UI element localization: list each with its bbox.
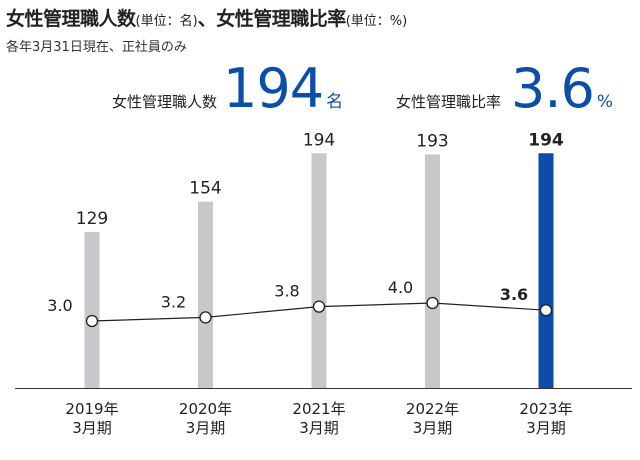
bar-value-label-4: 194 [528, 130, 564, 150]
kpi-ratio-unit: % [596, 92, 614, 112]
kpi-ratio-label: 女性管理職比率 [396, 93, 502, 111]
x-tick-label-2-1: 3月期 [299, 419, 339, 437]
ratio-point-1 [199, 311, 212, 324]
title-ratio-unit: (単位：%) [345, 14, 408, 29]
x-tick-label-0-0: 2019年 [65, 400, 118, 418]
chart-subtitle: 各年3月31日現在、正社員のみ [6, 40, 187, 55]
x-tick-label-4-1: 3月期 [526, 419, 566, 437]
kpi-count: 女性管理職人数 194 名 [112, 62, 343, 116]
bar-1 [198, 201, 213, 388]
ratio-point-0 [85, 314, 99, 328]
bar-4 [538, 153, 554, 388]
bar-value-label-0: 129 [76, 209, 108, 229]
ratio-value-label-4: 3.6 [500, 285, 528, 304]
ratio-value-label-0: 3.0 [47, 296, 72, 315]
kpi-count-unit: 名 [326, 92, 344, 112]
kpi-ratio: 女性管理職比率 3.6 % [396, 62, 613, 116]
bar-value-label-2: 194 [303, 130, 335, 150]
kpi-ratio-value: 3.6 [511, 57, 595, 120]
x-tick-label-4-0: 2023年 [519, 400, 572, 418]
bar-2 [311, 153, 327, 388]
bar-0 [84, 231, 100, 388]
kpi-count-value: 194 [223, 57, 324, 120]
x-tick-label-0-1: 3月期 [72, 419, 112, 437]
title-ratio: 女性管理職比率 [216, 8, 346, 30]
ratio-point-2 [312, 300, 326, 313]
chart-title: 女性管理職人数(単位：名)、女性管理職比率(単位：%) [6, 4, 407, 31]
kpi-count-label: 女性管理職人数 [112, 93, 218, 111]
title-separator: 、 [197, 8, 217, 30]
ratio-value-label-2: 3.8 [274, 282, 299, 301]
bar-value-label-1: 154 [189, 179, 221, 199]
x-tick-label-2-0: 2021年 [292, 400, 345, 418]
title-count-unit: (単位：名) [135, 14, 198, 29]
x-tick-label-3-0: 2022年 [406, 400, 459, 418]
bar-value-label-3: 193 [416, 131, 448, 151]
title-count: 女性管理職人数 [6, 8, 136, 30]
ratio-value-label-3: 4.0 [388, 278, 413, 297]
ratio-point-4 [539, 304, 553, 317]
bar-3 [425, 154, 440, 388]
x-tick-label-1-0: 2020年 [179, 400, 232, 418]
ratio-value-label-1: 3.2 [161, 292, 186, 311]
ratio-point-3 [426, 296, 439, 310]
x-tick-label-3-1: 3月期 [413, 419, 453, 437]
x-tick-label-1-1: 3月期 [186, 419, 226, 437]
